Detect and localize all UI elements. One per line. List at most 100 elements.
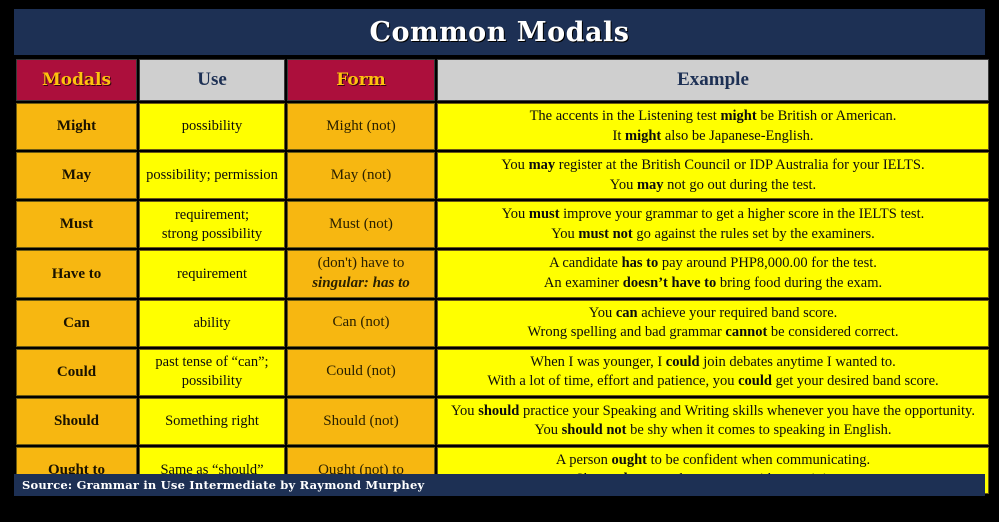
example-keyword: doesn’t have to xyxy=(622,274,717,291)
cell-example: You can achieve your required band score… xyxy=(437,299,989,347)
example-line: You should not be shy when it comes to s… xyxy=(446,421,980,441)
use-line: possibility; permission xyxy=(146,167,278,184)
cell-modal: Can xyxy=(16,299,137,347)
form-line: Must (not) xyxy=(329,216,393,233)
cell-use: ability xyxy=(139,299,285,347)
use-line: ability xyxy=(193,314,231,331)
example-text: You xyxy=(501,206,529,223)
example-keyword: may xyxy=(636,176,664,193)
example-text: You xyxy=(501,157,529,174)
example-keyword: cannot xyxy=(725,324,768,341)
cell-example: You may register at the British Council … xyxy=(437,152,989,200)
example-keyword: may xyxy=(528,157,556,174)
form-line: Should (not) xyxy=(323,412,399,429)
example-line: A candidate has to pay around PHP8,000.0… xyxy=(446,254,980,274)
cell-use: past tense of “can”; possibility xyxy=(139,348,285,396)
example-text: An examiner xyxy=(543,274,623,291)
example-text: not go out during the test. xyxy=(663,176,817,193)
example-keyword: should xyxy=(478,402,520,419)
use-line: possibility xyxy=(181,373,243,390)
example-line: The accents in the Listening test might … xyxy=(446,107,980,127)
table-row: Could past tense of “can”; possibility Coul… xyxy=(16,348,989,396)
cell-modal: Might xyxy=(16,103,137,151)
form-singular-note: singular: has to xyxy=(312,274,410,291)
cell-example: A candidate has to pay around PHP8,000.0… xyxy=(437,250,989,298)
example-line: You must not go against the rules set by… xyxy=(446,225,980,245)
example-keyword: should not xyxy=(561,422,627,439)
example-keyword: could xyxy=(665,353,700,370)
column-header-modals: Modals xyxy=(16,59,137,101)
cell-example: The accents in the Listening test might … xyxy=(437,103,989,151)
example-text: go against the rules set by the examiner… xyxy=(632,225,875,242)
column-header-use: Use xyxy=(139,59,285,101)
header-row: Modals Use Form Example xyxy=(16,59,989,101)
cell-form: Might (not) xyxy=(287,103,435,151)
example-text: It xyxy=(612,127,625,144)
example-text: You xyxy=(551,225,579,242)
example-text: pay around PHP8,000.00 for the test. xyxy=(658,255,877,272)
cell-form: Could (not) xyxy=(287,348,435,396)
table-row: Should Something right Should (not) You sho… xyxy=(16,397,989,445)
example-line: An examiner doesn’t have to bring food d… xyxy=(446,274,980,294)
table-body: Might possibility Might (not) The accents i… xyxy=(16,103,989,494)
example-line: When I was younger, I could join debates… xyxy=(446,353,980,373)
form-line: May (not) xyxy=(330,166,392,183)
cell-form: Should (not) xyxy=(287,397,435,445)
example-text: With a lot of time, effort and patience,… xyxy=(487,373,739,390)
example-text: be shy when it comes to speaking in Engl… xyxy=(626,422,892,439)
cell-form: Must (not) xyxy=(287,201,435,249)
example-line: You may not go out during the test. xyxy=(446,176,980,196)
use-line: requirement; xyxy=(174,206,250,223)
example-keyword: might xyxy=(625,127,662,144)
example-text: to be confident when communicating. xyxy=(646,451,871,468)
source-credit: Source: Grammar in Use Intermediate by R… xyxy=(22,478,425,492)
form-line: Could (not) xyxy=(326,363,396,380)
example-text: be British or American. xyxy=(756,108,897,124)
example-text: also be Japanese-English. xyxy=(661,127,814,144)
example-text: register at the British Council or IDP A… xyxy=(555,157,925,174)
example-line: Wrong spelling and bad grammar cannot be… xyxy=(446,323,980,343)
use-line: possibility xyxy=(181,118,243,135)
use-line: strong possibility xyxy=(161,225,263,242)
use-line: requirement xyxy=(176,265,248,282)
page-title: Common Modals xyxy=(369,16,630,48)
use-line: past tense of “can”; xyxy=(155,354,269,371)
cell-modal: Have to xyxy=(16,250,137,298)
example-text: You xyxy=(609,176,637,193)
example-keyword: could xyxy=(738,373,772,390)
example-keyword: must not xyxy=(578,225,633,242)
cell-use: requirement xyxy=(139,250,285,298)
cell-form: (don't) have to singular: has to xyxy=(287,250,435,298)
example-line: You may register at the British Council … xyxy=(446,156,980,176)
footer-bar: Source: Grammar in Use Intermediate by R… xyxy=(14,474,985,496)
modals-table: Modals Use Form Example Might possibility… xyxy=(14,57,991,496)
cell-use: possibility; permission xyxy=(139,152,285,200)
example-keyword: ought xyxy=(611,451,647,468)
table-row: Must requirement; strong possibility Must (… xyxy=(16,201,989,249)
cell-example: You must improve your grammar to get a h… xyxy=(437,201,989,249)
table-row: May possibility; permission May (not) You m… xyxy=(16,152,989,200)
example-keyword: has to xyxy=(621,255,659,272)
cell-use: Something right xyxy=(139,397,285,445)
example-text: join debates anytime I wanted to. xyxy=(699,353,896,370)
form-line: (don't) have to xyxy=(317,255,405,272)
table-row: Have to requirement (don't) have to singula… xyxy=(16,250,989,298)
table-row: Can ability Can (not) You can achieve your … xyxy=(16,299,989,347)
example-text: A person xyxy=(555,451,612,468)
example-text: be considered correct. xyxy=(767,324,899,341)
column-header-form: Form xyxy=(287,59,435,101)
example-text: You xyxy=(588,304,616,321)
example-line: You must improve your grammar to get a h… xyxy=(446,205,980,225)
cell-modal: May xyxy=(16,152,137,200)
example-text: You xyxy=(451,402,479,419)
example-keyword: might xyxy=(720,108,757,124)
example-text: When I was younger, I xyxy=(530,353,666,370)
example-keyword: must xyxy=(528,206,560,223)
example-line: It might also be Japanese-English. xyxy=(446,127,980,147)
cell-form: May (not) xyxy=(287,152,435,200)
title-bar: Common Modals xyxy=(14,9,985,55)
form-line: Might (not) xyxy=(326,117,396,134)
example-text: Wrong spelling and bad grammar xyxy=(527,324,726,341)
example-line: You can achieve your required band score… xyxy=(446,304,980,324)
